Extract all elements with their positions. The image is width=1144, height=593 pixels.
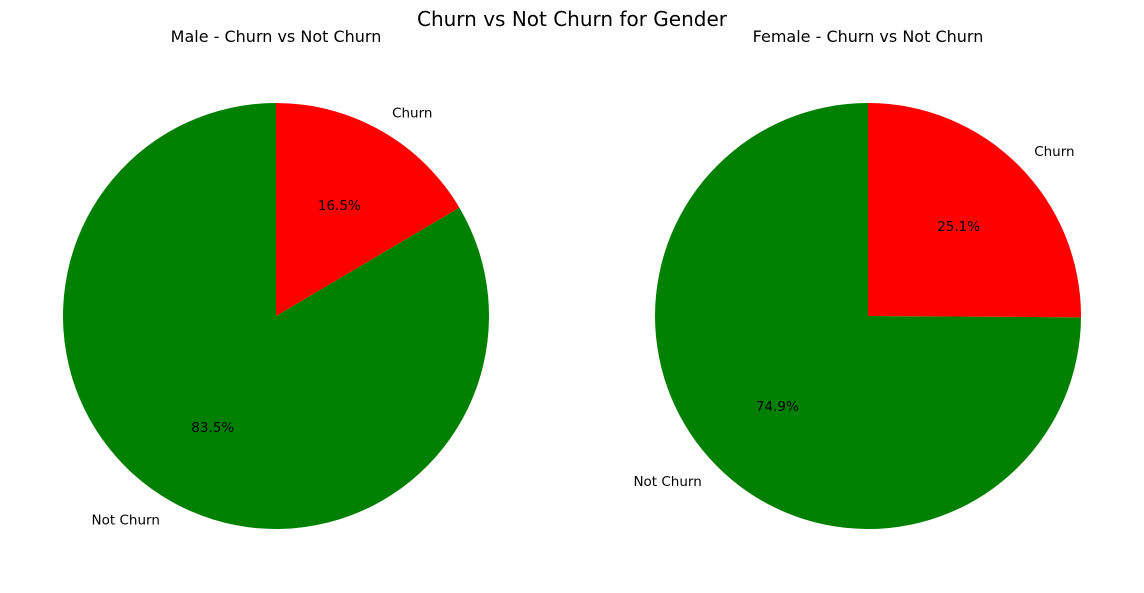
pie-title-female: Female - Churn vs Not Churn <box>753 27 984 46</box>
pie-slice-male-not-churn <box>62 103 489 529</box>
chart-suptitle: Churn vs Not Churn for Gender <box>417 7 728 31</box>
pie-category-label-female-not-churn: Not Churn <box>633 474 701 490</box>
pie-chart-female: Female - Churn vs Not Churn 25.1% Churn 74… <box>633 27 1082 530</box>
pie-slice-female-churn <box>868 103 1082 318</box>
pie-percent-label-female-churn: 25.1% <box>937 219 980 235</box>
pie-category-label-male-churn: Churn <box>392 105 432 121</box>
pie-percent-label-female-not-churn: 74.9% <box>756 399 799 415</box>
pie-category-label-female-churn: Churn <box>1034 144 1074 160</box>
pie-category-label-male-not-churn: Not Churn <box>92 513 160 529</box>
pie-slice-male-churn <box>276 103 460 316</box>
pie-slice-female-not-churn <box>654 103 1081 530</box>
pie-title-male: Male - Churn vs Not Churn <box>171 27 382 46</box>
pie-percent-label-male-not-churn: 83.5% <box>191 420 234 436</box>
pie-percent-label-male-churn: 16.5% <box>318 198 361 214</box>
pie-chart-male: Male - Churn vs Not Churn 16.5% Churn 83.5… <box>62 27 489 529</box>
